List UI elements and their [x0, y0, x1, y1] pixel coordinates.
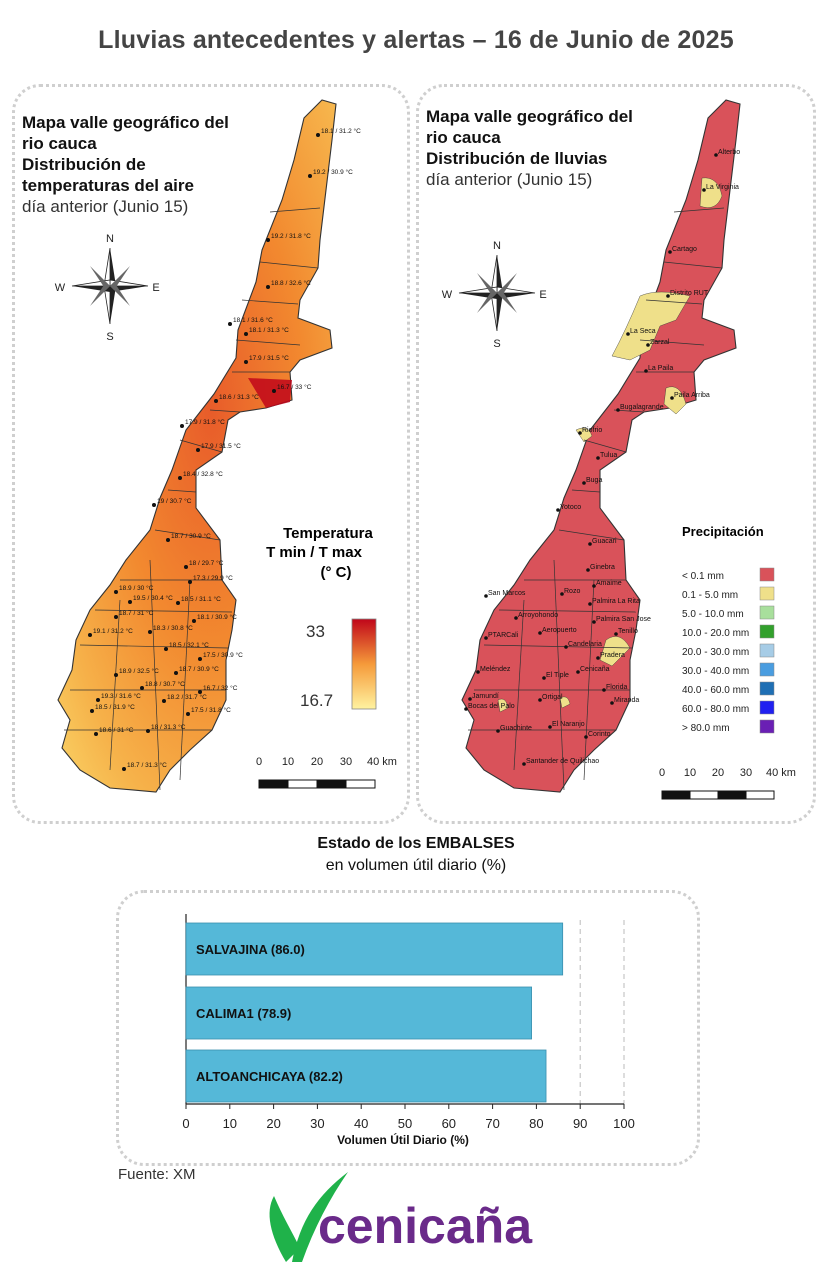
rain-subtitle: día anterior (Junio 15) [426, 170, 593, 189]
page-title: Lluvias antecedentes y alertas – 16 de J… [98, 26, 734, 54]
rainfall-map-panel [416, 84, 816, 824]
temp-subtitle: día anterior (Junio 15) [22, 197, 189, 216]
rain-title-line2: rio cauca [426, 128, 501, 147]
reservoir-chart-panel [116, 890, 700, 1166]
reservoir-heading: Estado de los EMBALSES [317, 835, 515, 852]
source-note: Fuente: XM [118, 1166, 196, 1183]
rain-title-line3: Distribución de lluvias [426, 149, 608, 168]
reservoir-heading-block: Estado de los EMBALSES en volumen útil d… [0, 833, 832, 877]
rain-title-line1: Mapa valle geográfico del [426, 107, 633, 126]
temperature-panel-title: Mapa valle geográfico del rio cauca Dist… [22, 112, 229, 217]
rainfall-panel-title: Mapa valle geográfico del rio cauca Dist… [426, 106, 633, 190]
logo-leaf-right-icon [292, 1172, 348, 1262]
reservoir-subheading: en volumen útil diario (%) [325, 857, 507, 874]
temp-title-line2: rio cauca [22, 134, 97, 153]
logo-leaf-left-icon [269, 1196, 300, 1262]
temp-title-line4: temperaturas del aire [22, 176, 194, 195]
logo-text: cenicaña [318, 1198, 533, 1254]
temp-title-line1: Mapa valle geográfico del [22, 113, 229, 132]
temp-title-line3: Distribución de [22, 155, 146, 174]
temperature-map-panel [12, 84, 410, 824]
